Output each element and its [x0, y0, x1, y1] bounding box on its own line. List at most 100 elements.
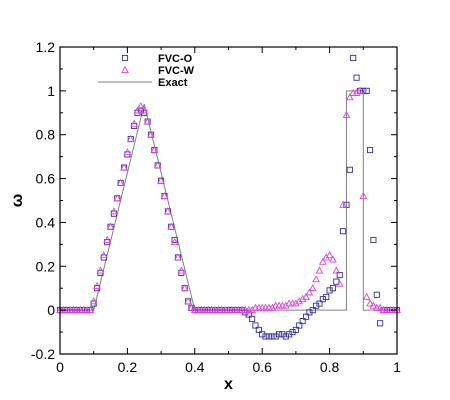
data-point-square: [336, 272, 343, 279]
data-point-triangle: [113, 194, 122, 202]
y-tick-label: 0: [47, 302, 55, 318]
data-point-triangle: [308, 283, 317, 292]
data-point-triangle: [147, 130, 155, 138]
data-point-square: [245, 311, 252, 318]
y-tick-label: 1.2: [36, 39, 56, 55]
data-point-triangle: [322, 253, 331, 261]
data-point-square: [296, 322, 303, 329]
marker-layer: [56, 54, 401, 340]
x-tick-label: 1: [393, 359, 401, 375]
data-point-triangle: [319, 257, 327, 265]
data-point-triangle: [160, 191, 169, 199]
data-point-square: [249, 315, 256, 322]
data-point-square: [252, 322, 259, 329]
data-point-triangle: [335, 279, 344, 287]
data-point-square: [255, 326, 262, 333]
data-point-triangle: [332, 266, 341, 274]
data-point-triangle: [106, 222, 115, 230]
data-point-square: [377, 320, 384, 327]
y-tick-label: 0.2: [36, 258, 56, 274]
y-tick-label: 1: [47, 83, 55, 99]
data-point-triangle: [143, 117, 152, 125]
data-point-triangle: [120, 163, 128, 171]
y-tick-label: 0.4: [36, 214, 56, 230]
x-tick-label: 0.4: [185, 359, 205, 375]
data-point-triangle: [116, 178, 125, 186]
data-point-square: [350, 54, 357, 62]
data-point-triangle: [325, 251, 334, 259]
data-point-triangle: [376, 303, 385, 311]
data-point-triangle: [96, 266, 105, 274]
data-point-square: [323, 293, 330, 301]
data-point-triangle: [339, 200, 347, 208]
data-point-triangle: [157, 176, 165, 184]
exact-layer: [60, 90, 397, 311]
data-point-triangle: [312, 275, 320, 283]
data-point-triangle: [103, 235, 112, 243]
legend-marker-triangle: [121, 65, 129, 73]
data-point-triangle: [177, 266, 186, 274]
data-point-triangle: [99, 251, 108, 259]
data-point-triangle: [130, 119, 138, 127]
legend-item-exact: Exact: [98, 77, 188, 89]
data-point-triangle: [170, 237, 179, 246]
data-point-triangle: [305, 288, 314, 296]
data-point-triangle: [292, 299, 300, 307]
exact-line: [60, 90, 397, 311]
data-point-triangle: [281, 301, 290, 309]
data-point-triangle: [356, 86, 364, 94]
data-point-triangle: [86, 305, 95, 313]
y-tick-label: 0.8: [36, 127, 56, 143]
data-point-triangle: [110, 207, 118, 215]
data-point-triangle: [153, 161, 162, 169]
data-point-triangle: [93, 281, 101, 289]
data-point-triangle: [248, 305, 256, 313]
data-point-square: [299, 318, 306, 325]
data-point-square: [262, 333, 269, 340]
y-axis-title: ω: [9, 194, 26, 208]
data-point-triangle: [345, 93, 354, 101]
data-point-triangle: [126, 134, 135, 142]
legend-marker-square: [121, 54, 129, 62]
data-point-triangle: [268, 303, 277, 311]
data-point-square: [366, 147, 374, 154]
data-point-triangle: [366, 299, 374, 307]
data-point-triangle: [302, 292, 310, 300]
data-point-triangle: [150, 145, 159, 153]
legend: FVC-O FVC-W Exact: [98, 53, 195, 89]
data-point-triangle: [184, 297, 192, 305]
legend-label-fvc-w: FVC-W: [158, 65, 195, 77]
x-tick-label: 0.2: [118, 359, 138, 375]
data-point-square: [265, 333, 272, 340]
data-point-square: [340, 228, 347, 235]
data-point-square: [276, 331, 283, 338]
data-point-square: [370, 236, 377, 244]
data-point-triangle: [352, 88, 361, 96]
data-point-triangle: [298, 294, 307, 303]
tick-layer: 0 0.2 0.4 0.6 0.8 1-0.200.20.40.60.811.2: [31, 39, 401, 375]
data-point-square: [302, 313, 310, 320]
x-tick-label: 0.6: [252, 359, 272, 375]
data-point-triangle: [167, 222, 176, 230]
data-point-triangle: [133, 106, 142, 114]
data-point-square: [363, 87, 370, 94]
data-point-triangle: [137, 101, 145, 110]
data-point-triangle: [89, 297, 98, 305]
legend-label-fvc-o: FVC-O: [158, 53, 193, 65]
data-point-triangle: [359, 191, 368, 199]
data-point-triangle: [362, 292, 371, 300]
data-point-triangle: [180, 283, 189, 292]
data-point-square: [346, 166, 353, 173]
legend-item-fvc-o: FVC-O: [121, 53, 193, 65]
data-point-square: [353, 74, 360, 81]
data-point-triangle: [329, 255, 337, 263]
y-tick-label: 0.6: [36, 171, 56, 187]
data-point-triangle: [295, 297, 304, 305]
data-point-triangle: [315, 266, 324, 274]
data-point-square: [269, 333, 276, 340]
legend-label-exact: Exact: [158, 77, 188, 89]
data-point-square: [373, 291, 380, 298]
legend-item-fvc-w: FVC-W: [121, 65, 195, 77]
data-point-square: [171, 236, 178, 244]
